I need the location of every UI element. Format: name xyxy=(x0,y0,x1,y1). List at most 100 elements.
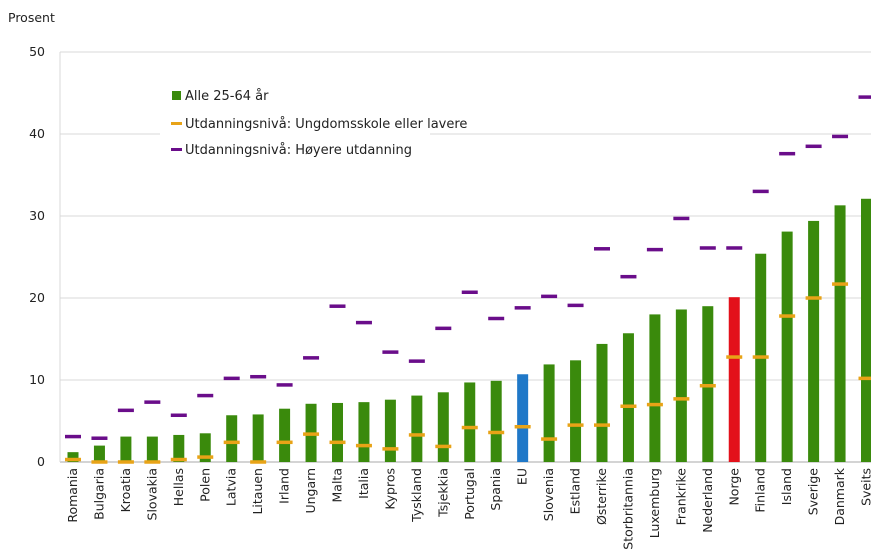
x-tick-label: Litauen xyxy=(250,468,265,515)
bar xyxy=(649,314,661,462)
marker xyxy=(144,460,161,464)
x-tick-label: Polen xyxy=(197,468,212,502)
bar xyxy=(384,399,396,462)
x-tick-label: Finland xyxy=(753,468,768,513)
marker xyxy=(117,408,134,413)
marker xyxy=(541,437,558,441)
marker xyxy=(303,432,320,436)
x-tick-label: Luxemburg xyxy=(647,468,662,538)
marker xyxy=(488,430,505,435)
marker xyxy=(779,151,796,156)
y-tick-label: 20 xyxy=(29,290,45,305)
x-tick-label: Sveits xyxy=(859,468,871,506)
bar xyxy=(146,436,158,462)
marker xyxy=(805,296,822,300)
x-tick-label: Portugal xyxy=(462,468,477,520)
marker xyxy=(197,455,214,459)
marker xyxy=(91,436,108,440)
marker xyxy=(250,374,267,379)
marker xyxy=(805,144,822,149)
marker xyxy=(620,404,637,408)
bar xyxy=(490,380,502,462)
marker xyxy=(250,460,267,464)
y-axis-ticks: 0 10 20 30 40 50 xyxy=(29,44,45,469)
marker xyxy=(567,303,584,308)
bar xyxy=(808,220,820,462)
legend-label-all: Alle 25-64 år xyxy=(185,89,269,104)
bar xyxy=(93,445,105,462)
marker xyxy=(197,393,214,398)
marker xyxy=(435,444,452,449)
marker-series xyxy=(65,95,871,464)
x-tick-label: Malta xyxy=(330,468,345,502)
x-tick-label: Nederland xyxy=(700,468,715,533)
x-tick-label: EU xyxy=(515,468,530,485)
marker xyxy=(514,306,531,310)
y-tick-label: 0 xyxy=(37,454,45,469)
marker xyxy=(594,423,610,427)
marker xyxy=(276,440,293,445)
bar xyxy=(67,452,79,462)
marker xyxy=(355,443,372,448)
marker xyxy=(673,216,690,221)
x-tick-label: Ungarn xyxy=(303,468,318,514)
marker xyxy=(646,247,663,252)
x-tick-label: Island xyxy=(779,468,794,505)
x-tick-label: Irland xyxy=(277,468,292,504)
marker xyxy=(329,440,346,445)
marker xyxy=(435,326,452,331)
bar xyxy=(728,297,740,462)
x-tick-label: Tsjekkia xyxy=(435,468,450,518)
marker xyxy=(832,134,849,139)
x-tick-label: Frankrike xyxy=(673,468,688,526)
marker xyxy=(276,383,293,387)
marker xyxy=(303,356,320,360)
y-tick-label: 30 xyxy=(29,208,45,223)
legend-background xyxy=(160,84,430,166)
x-tick-label: Storbritannia xyxy=(620,468,635,550)
x-tick-label: Norge xyxy=(726,468,741,506)
legend-swatch-lower-secondary xyxy=(171,122,182,125)
bar xyxy=(173,434,185,462)
x-axis-labels: Romania Bulgaria Kroatia Slovakia Hellas Pole… xyxy=(65,467,871,549)
x-tick-label: Estland xyxy=(568,468,583,514)
x-tick-label: Romania xyxy=(65,468,80,523)
marker xyxy=(408,359,425,363)
marker xyxy=(382,350,399,354)
marker xyxy=(170,457,187,462)
y-tick-label: 40 xyxy=(29,126,45,141)
marker xyxy=(567,423,584,427)
marker xyxy=(170,413,187,418)
bar xyxy=(675,309,687,462)
marker xyxy=(699,383,716,388)
marker xyxy=(91,460,108,464)
y-tick-label: 50 xyxy=(29,44,45,59)
x-tick-label: Østerrike xyxy=(594,468,609,525)
legend-label-lower-secondary: Utdanningsnivå: Ungdomsskole eller laver… xyxy=(185,117,467,132)
y-axis-title: Prosent xyxy=(8,10,55,25)
legend: Alle 25-64 år Utdanningsnivå: Ungdomssko… xyxy=(160,84,467,166)
marker xyxy=(620,274,637,279)
marker xyxy=(382,447,399,451)
marker xyxy=(673,397,690,401)
bar xyxy=(199,433,211,462)
marker xyxy=(329,304,346,308)
marker xyxy=(408,433,425,437)
marker xyxy=(646,402,663,407)
marker xyxy=(832,282,849,286)
bar xyxy=(781,231,793,462)
y-tick-label: 10 xyxy=(29,372,45,387)
legend-label-higher-education: Utdanningsnivå: Høyere utdanning xyxy=(185,143,412,158)
marker xyxy=(779,314,796,318)
bar xyxy=(437,392,449,462)
bar xyxy=(570,360,582,462)
marker xyxy=(355,320,372,325)
bar xyxy=(226,415,238,462)
x-tick-label: Kypros xyxy=(382,468,397,510)
marker xyxy=(858,95,871,99)
marker xyxy=(223,440,240,445)
legend-swatch-all xyxy=(172,91,181,100)
bar xyxy=(411,395,423,462)
bar xyxy=(332,402,343,462)
